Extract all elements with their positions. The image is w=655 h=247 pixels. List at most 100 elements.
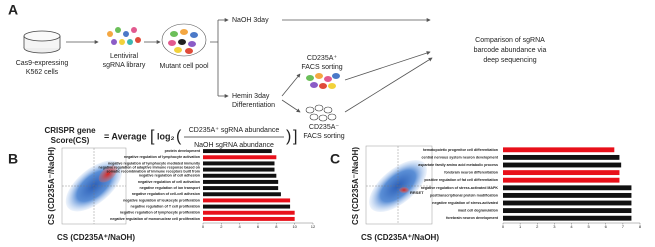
x-tick-label: 7 bbox=[622, 224, 625, 229]
bracket: ] bbox=[293, 128, 297, 145]
x-tick-label: 1 bbox=[519, 224, 522, 229]
category-label: negative regulation of ion transport bbox=[140, 186, 201, 190]
bar bbox=[503, 185, 632, 191]
y-axis-label: CS (CD235A⁻/NaOH) bbox=[351, 147, 360, 225]
bar bbox=[503, 147, 615, 153]
x-tick-label: 10 bbox=[292, 224, 297, 229]
bar bbox=[203, 161, 275, 166]
x-axis-label: CS (CD235A⁺/NaOH) bbox=[57, 233, 135, 242]
formula-numerator: CD235A⁺ sgRNA abundance bbox=[189, 127, 280, 134]
bar bbox=[203, 155, 277, 160]
bar bbox=[503, 215, 632, 221]
x-tick-label: 2 bbox=[536, 224, 539, 229]
formula-name: Score(CS) bbox=[51, 136, 90, 145]
x-axis-label: CS (CD235A⁺/NaOH) bbox=[361, 233, 439, 242]
x-tick-label: 0 bbox=[502, 224, 505, 229]
bar bbox=[503, 192, 632, 198]
label: Cas9-expressing bbox=[16, 60, 69, 67]
category-label: positive regulation of fat cell differen… bbox=[424, 178, 498, 182]
category-label: central nervous system neuron developmen… bbox=[422, 155, 499, 159]
x-tick-label: 6 bbox=[257, 224, 260, 229]
category-label: aspartate family amino acid metabolic pr… bbox=[418, 163, 498, 167]
x-tick-label: 8 bbox=[275, 224, 278, 229]
category-label: negative regulation of cell activation bbox=[138, 180, 200, 184]
label: deep sequencing bbox=[483, 57, 536, 64]
label: CD235A⁺ bbox=[307, 55, 337, 62]
bar bbox=[203, 198, 291, 203]
virus-library bbox=[107, 27, 141, 45]
panel-letter: A bbox=[8, 2, 18, 18]
label: NaOH 3day bbox=[232, 17, 269, 24]
label: Mutant cell pool bbox=[159, 63, 208, 70]
bar bbox=[503, 154, 620, 160]
category-label: forebrain neuron development bbox=[446, 216, 499, 220]
dish bbox=[23, 30, 61, 54]
x-tick-label: 0 bbox=[202, 224, 205, 229]
x-tick-label: 3 bbox=[553, 224, 556, 229]
bar bbox=[503, 170, 620, 176]
category-label: forebrain neuron differentiation bbox=[444, 171, 498, 175]
label: CD235A⁻ bbox=[309, 124, 339, 131]
category-label: hematopoietic progenitor cell differenti… bbox=[423, 148, 498, 152]
category-label: negative regulation of T cell proliferat… bbox=[131, 205, 201, 209]
label: Hemin 3day bbox=[232, 93, 270, 100]
bar bbox=[203, 149, 272, 154]
bar bbox=[203, 210, 295, 215]
label: barcode abundance via bbox=[474, 47, 547, 54]
bar bbox=[503, 208, 632, 214]
panel-letter: C bbox=[330, 151, 340, 167]
category-label: negative regulation of lymphocyte prolif… bbox=[120, 211, 200, 215]
label: Comparison of sgRNA bbox=[475, 37, 545, 44]
label: FACS sorting bbox=[301, 64, 342, 71]
category-label: mast cell degranulation bbox=[458, 209, 498, 213]
label: Lentiviral bbox=[110, 53, 138, 60]
bar bbox=[503, 162, 622, 168]
category-label: negative regulation of adaptive immune r… bbox=[99, 166, 200, 174]
sorted-cells-positive bbox=[306, 73, 340, 89]
paren: ) bbox=[286, 128, 291, 145]
category-label: posttranscriptional protein modification bbox=[430, 193, 498, 197]
bar bbox=[203, 192, 281, 197]
bar bbox=[203, 167, 275, 172]
scatter-plot bbox=[365, 145, 433, 225]
bar bbox=[203, 179, 279, 184]
category-label: negative regulation of cell adhesion bbox=[139, 174, 200, 178]
formula-log: log₂ bbox=[157, 131, 175, 141]
scatter-plot bbox=[61, 147, 127, 225]
arrow bbox=[344, 57, 433, 113]
x-tick-label: 5 bbox=[588, 224, 591, 229]
arrow bbox=[344, 51, 431, 81]
bar bbox=[203, 173, 277, 178]
formula-name: CRISPR gene bbox=[44, 126, 96, 135]
bar bbox=[203, 204, 291, 209]
category-label: negative regulation of lymphocyte mediat… bbox=[108, 161, 200, 165]
x-tick-label: 2 bbox=[220, 224, 223, 229]
x-tick-label: 8 bbox=[639, 224, 642, 229]
bar bbox=[503, 177, 620, 183]
x-tick-label: 6 bbox=[605, 224, 608, 229]
label: Differentiation bbox=[232, 102, 275, 109]
y-axis-label: CS (CD235A⁻/NaOH) bbox=[47, 147, 56, 225]
bar bbox=[203, 186, 279, 191]
bracket: [ bbox=[150, 128, 155, 145]
panel-letter: B bbox=[8, 151, 18, 167]
x-tick-label: 4 bbox=[570, 224, 573, 229]
category-label: negative regulation of stress-activated … bbox=[421, 186, 499, 190]
paren: ( bbox=[176, 128, 182, 145]
x-tick-label: 4 bbox=[239, 224, 242, 229]
arrow bbox=[281, 73, 301, 97]
label: K562 cells bbox=[26, 69, 59, 76]
category-label: negative regulation of stress-activated bbox=[432, 201, 498, 205]
annotation: RRSET bbox=[410, 190, 424, 195]
category-label: negative regulation of mononuclear cell … bbox=[110, 217, 200, 221]
sorted-cells-negative bbox=[305, 104, 337, 122]
label: sgRNA library bbox=[103, 62, 146, 69]
formula-denominator: NaOH sgRNA abundance bbox=[194, 142, 274, 149]
category-label: negative regulation of lymphocyte activa… bbox=[124, 155, 200, 159]
cell-pool bbox=[161, 23, 207, 57]
category-label: negative regulation of leukocyte prolife… bbox=[123, 198, 200, 202]
branch bbox=[210, 20, 219, 96]
arrow bbox=[281, 99, 301, 113]
category-label: negative regulation of cell-cell adhesio… bbox=[132, 192, 200, 196]
